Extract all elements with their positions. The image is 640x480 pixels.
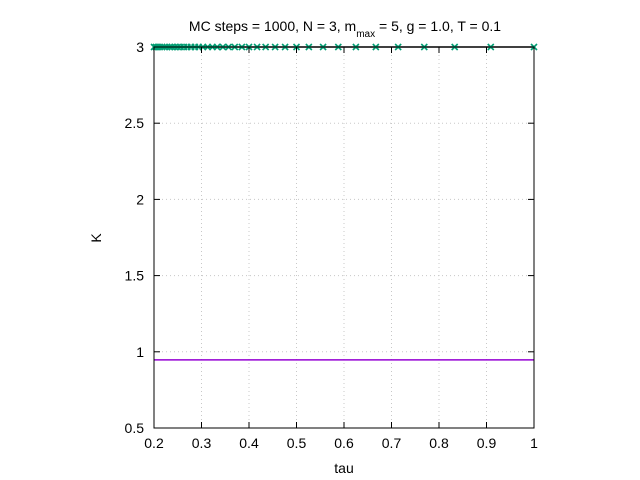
x-tick-label: 0.3 (192, 435, 212, 451)
x-tick-label: 0.8 (429, 435, 449, 451)
y-axis-label: K (88, 233, 104, 243)
x-tick-label: 0.2 (144, 435, 164, 451)
chart-title: MC steps = 1000, N = 3, mmax = 5, g = 1.… (189, 18, 501, 40)
x-tick-label: 0.5 (287, 435, 307, 451)
grid (153, 46, 535, 429)
y-tick-label: 1.5 (125, 268, 145, 284)
x-axis-label: tau (334, 460, 353, 476)
y-tick-label: 3 (136, 39, 144, 55)
x-tick-label: 0.4 (239, 435, 259, 451)
x-tick-label: 0.9 (477, 435, 497, 451)
title-suffix: = 5, g = 1.0, T = 0.1 (375, 18, 501, 34)
y-tick-label: 2.5 (125, 115, 145, 131)
x-tick-label: 1 (530, 435, 538, 451)
y-tick-label: 2 (136, 191, 144, 207)
y-tick-label: 1 (136, 344, 144, 360)
plot-frame (153, 46, 535, 429)
ticks: 0.2 0.3 0.4 0.5 0.6 0.7 0.8 0.9 1 0.5 1 1.5 2 2.5 3 (125, 39, 539, 451)
title-prefix: MC steps = 1000, N = 3, m (189, 18, 356, 34)
y-tick-label: 0.5 (125, 420, 145, 436)
title-subscript: max (356, 29, 375, 40)
x-tick-label: 0.6 (334, 435, 354, 451)
x-tick-label: 0.7 (382, 435, 402, 451)
